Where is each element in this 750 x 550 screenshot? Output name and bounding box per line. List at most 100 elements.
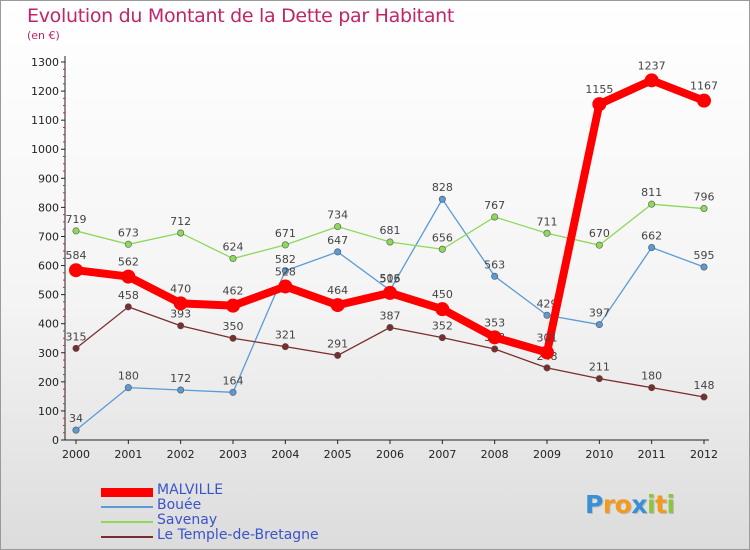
data-point	[69, 263, 83, 278]
x-tick-label: 2011	[638, 448, 666, 461]
x-tick-label: 2006	[376, 448, 404, 461]
legend-swatch	[101, 488, 153, 497]
logo-letter: o	[614, 490, 632, 519]
data-point	[438, 334, 446, 342]
data-point	[281, 267, 289, 275]
data-label: 321	[275, 329, 296, 342]
y-tick-label: 500	[38, 289, 59, 302]
data-label: 352	[432, 320, 453, 333]
y-tick-label: 100	[38, 405, 59, 418]
x-tick-label: 2002	[167, 448, 195, 461]
legend-label: Bouée	[157, 497, 202, 513]
series-bou-e: 34 180 172 164 582 647 515 828 563 429 397 662 595	[69, 181, 715, 434]
y-tick-label: 1100	[31, 114, 59, 127]
x-tick-label: 2004	[271, 448, 299, 461]
data-point	[648, 244, 656, 252]
data-point	[700, 393, 708, 401]
data-point	[173, 296, 188, 311]
data-label: 796	[694, 191, 715, 204]
data-label: 353	[484, 316, 505, 329]
data-label: 211	[589, 361, 610, 374]
series-le-temple-de-bretagne: 315458393350321291387352313248211180148	[66, 289, 715, 401]
data-label: 712	[170, 215, 191, 228]
data-label: 582	[275, 253, 296, 266]
data-point	[435, 302, 450, 317]
data-point	[592, 97, 607, 112]
data-label: 450	[432, 288, 453, 301]
data-point	[72, 227, 80, 235]
logo-letter: i	[666, 490, 676, 519]
y-tick-label: 800	[38, 201, 59, 214]
data-label: 301	[537, 331, 558, 344]
data-label: 387	[380, 309, 401, 322]
data-label: 1155	[585, 83, 613, 96]
data-label: 172	[170, 372, 191, 385]
data-label: 315	[66, 330, 87, 343]
data-label: 34	[69, 412, 83, 425]
proxiti-logo: Proxiti	[585, 490, 675, 519]
data-point	[438, 195, 446, 203]
y-tick-label: 1000	[31, 143, 59, 156]
y-tick-label: 300	[38, 347, 59, 360]
data-point	[229, 388, 237, 396]
data-label: 673	[118, 226, 139, 239]
legend-label: MALVILLE	[157, 482, 224, 498]
data-point	[386, 323, 394, 331]
y-tick-label: 1200	[31, 85, 59, 98]
data-point	[229, 255, 237, 263]
legend-label: Savenay	[157, 512, 218, 528]
data-label: 528	[275, 265, 296, 278]
x-tick-label: 2001	[114, 448, 142, 461]
data-label: 458	[118, 289, 139, 302]
data-point	[491, 345, 499, 353]
data-point	[229, 334, 237, 342]
x-tick-label: 2007	[428, 448, 456, 461]
data-point	[487, 330, 502, 345]
data-point	[330, 298, 345, 313]
data-point	[543, 364, 551, 372]
data-label: 595	[694, 249, 715, 262]
series-savenay: 719 673 712 624 671 734 681 656 767 711 670 811 796	[66, 186, 715, 263]
y-tick-label: 1300	[31, 56, 59, 69]
x-tick-label: 2010	[585, 448, 613, 461]
data-label: 429	[537, 297, 558, 310]
data-label: 828	[432, 181, 453, 194]
logo-letter: r	[602, 490, 615, 519]
data-point	[121, 269, 136, 284]
data-point	[177, 322, 185, 330]
data-point	[72, 426, 80, 434]
logo-letter: x	[631, 490, 647, 519]
data-label: 148	[694, 379, 715, 392]
data-label: 562	[118, 256, 139, 269]
data-label: 1167	[690, 80, 718, 93]
data-label: 719	[66, 213, 87, 226]
data-point	[383, 285, 397, 300]
data-label: 393	[170, 308, 191, 321]
data-point	[124, 240, 132, 248]
data-point	[72, 344, 80, 352]
legend-label: Le Temple-de-Bretagne	[157, 527, 319, 543]
data-point	[644, 73, 659, 88]
data-label: 506	[380, 272, 401, 285]
data-label: 164	[223, 374, 244, 387]
logo-letter: i	[647, 490, 656, 519]
data-point	[226, 298, 240, 313]
data-point	[281, 343, 289, 351]
y-tick-label: 700	[38, 230, 59, 243]
data-point	[543, 229, 551, 237]
data-point	[177, 386, 185, 394]
data-point	[386, 238, 394, 246]
data-label: 180	[118, 370, 139, 383]
data-point	[334, 223, 342, 231]
y-tick-label: 200	[38, 376, 59, 389]
data-label: 624	[223, 241, 244, 254]
data-label: 470	[170, 282, 191, 295]
legend-swatch	[101, 536, 153, 538]
data-point	[697, 93, 711, 108]
data-point	[700, 263, 708, 271]
y-tick-label: 900	[38, 172, 59, 185]
data-point	[278, 279, 293, 294]
data-point	[334, 248, 342, 256]
data-label: 811	[641, 186, 662, 199]
